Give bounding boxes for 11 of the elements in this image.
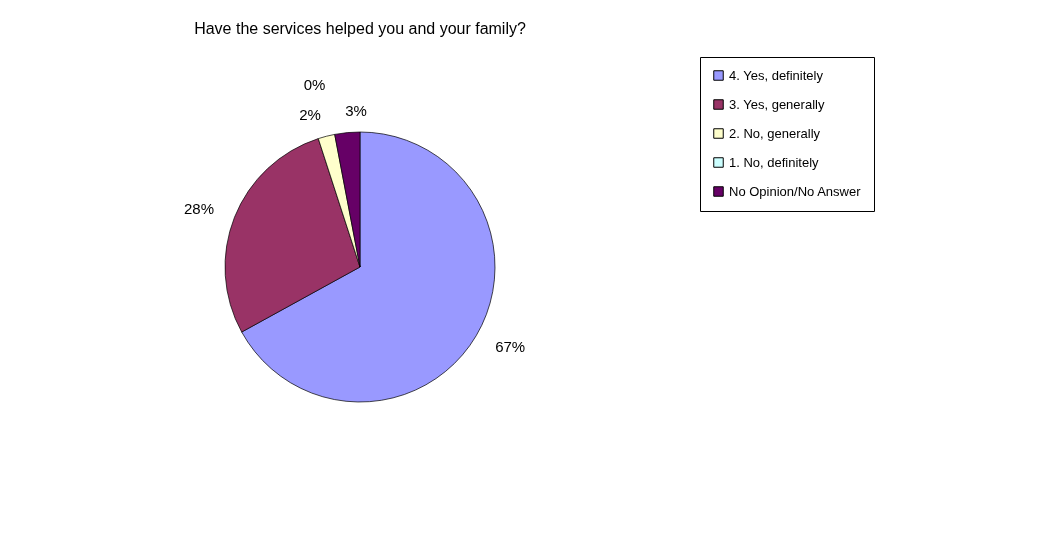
- chart-title: Have the services helped you and your family?: [194, 19, 526, 37]
- legend-label: No Opinion/No Answer: [729, 183, 862, 199]
- legend-label: 1. No, definitely: [729, 154, 820, 170]
- data-label: 2%: [299, 105, 321, 123]
- legend-label: 4. Yes, definitely: [729, 67, 824, 83]
- text: 0%: [303, 76, 326, 94]
- data-label: 28%: [183, 200, 215, 218]
- data-label: 67%: [495, 337, 526, 355]
- legend-label: 3. Yes, generally: [729, 96, 825, 112]
- data-label: 3%: [345, 101, 367, 119]
- legend-label: 2. No, generally: [729, 125, 821, 141]
